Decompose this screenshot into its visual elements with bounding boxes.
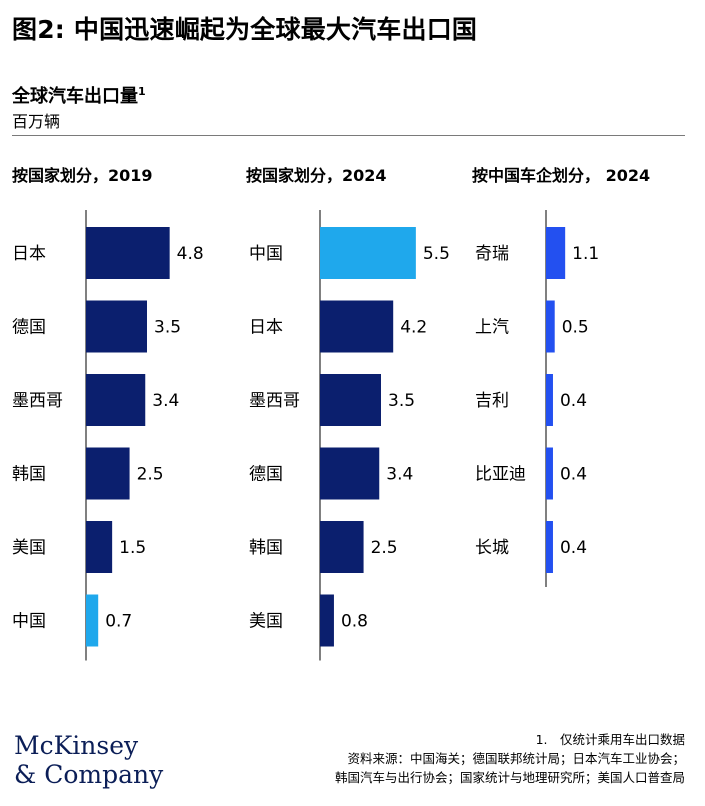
data-label: 2.5 <box>137 465 164 485</box>
category-label: 日本 <box>249 318 283 338</box>
category-label: 德国 <box>249 465 283 485</box>
category-label: 墨西哥 <box>249 391 300 411</box>
footnotes: 1. 仅统计乘用车出口数据 资料来源：中国海关；德国联邦统计局；日本汽车工业协会… <box>335 730 685 787</box>
bar <box>320 594 334 647</box>
bar <box>86 521 113 573</box>
panel-title: 按国家划分，2019 <box>12 166 153 185</box>
data-label: 4.8 <box>177 244 204 264</box>
data-label: 2.5 <box>371 538 398 558</box>
category-label: 上汽 <box>475 318 509 338</box>
bar-charts: 按国家划分，2019 日本 4.8 德国 3.5 墨西哥 3.4 韩国 2.5 美国 1.5 中国 0.… <box>12 166 650 661</box>
category-label: 中国 <box>12 612 46 632</box>
data-label: 3.4 <box>386 465 413 485</box>
subtitle-text: 全球汽车出口量 <box>12 86 138 107</box>
category-label: 德国 <box>12 318 46 338</box>
logo-line-1: McKinsey <box>14 731 139 760</box>
chart-panel-1: 按国家划分，2019 日本 4.8 德国 3.5 墨西哥 3.4 韩国 2.5 美国 1.5 中国 0.… <box>12 166 204 661</box>
bar <box>86 374 146 426</box>
data-label: 0.4 <box>560 391 587 411</box>
category-label: 美国 <box>12 538 46 558</box>
data-label: 0.4 <box>560 538 587 558</box>
chart-panel-3: 按中国车企划分， 2024 奇瑞 1.1 上汽 0.5 吉利 0.4 比亚迪 0.4 长城 0.4 <box>472 166 650 587</box>
data-label: 1.1 <box>572 244 599 264</box>
logo-line-2: & Company <box>14 760 164 789</box>
category-label: 吉利 <box>475 391 509 411</box>
bar <box>320 300 394 353</box>
bar <box>86 594 99 647</box>
bar <box>86 227 170 279</box>
subtitle-footnote-marker: 1 <box>138 85 146 98</box>
chart-panel-2: 按国家划分，2024 中国 5.5 日本 4.2 墨西哥 3.5 德国 3.4 韩国 2.5 美国 0.… <box>246 166 450 661</box>
data-label: 0.5 <box>562 318 589 338</box>
unit-label: 百万辆 <box>12 112 61 131</box>
category-label: 中国 <box>249 244 283 264</box>
category-label: 长城 <box>475 538 509 558</box>
category-label: 比亚迪 <box>475 465 526 485</box>
category-label: 韩国 <box>12 465 46 485</box>
bar <box>86 300 147 353</box>
header-divider <box>12 135 685 136</box>
bar <box>546 447 553 500</box>
source-line-1: 资料来源：中国海关；德国联邦统计局；日本汽车工业协会； <box>347 751 685 766</box>
category-label: 日本 <box>12 244 46 264</box>
category-label: 奇瑞 <box>475 244 509 264</box>
bar <box>320 374 381 426</box>
bar <box>546 374 553 426</box>
chart-subtitle: 全球汽车出口量1 <box>12 82 146 108</box>
bar <box>320 521 364 573</box>
category-label: 韩国 <box>249 538 283 558</box>
data-label: 0.8 <box>341 612 368 632</box>
data-label: 5.5 <box>423 244 450 264</box>
bar <box>86 447 130 500</box>
bar <box>320 447 380 500</box>
panel-title: 按中国车企划分， 2024 <box>472 166 650 185</box>
data-label: 4.2 <box>400 318 427 338</box>
data-label: 3.4 <box>152 391 179 411</box>
mckinsey-logo: McKinsey & Company <box>14 731 163 789</box>
data-label: 1.5 <box>119 538 146 558</box>
bar <box>546 300 555 353</box>
source-line-2: 韩国汽车与出行协会；国家统计与地理研究所；美国人口普查局 <box>334 770 685 785</box>
bar <box>546 227 566 279</box>
chart-title: 图2: 中国迅速崛起为全球最大汽车出口国 <box>12 15 478 44</box>
bar <box>320 227 416 279</box>
category-label: 美国 <box>249 612 283 632</box>
data-label: 3.5 <box>388 391 415 411</box>
data-label: 0.4 <box>560 465 587 485</box>
footnote-1: 1. 仅统计乘用车出口数据 <box>535 732 685 747</box>
category-label: 墨西哥 <box>12 391 63 411</box>
data-label: 3.5 <box>154 318 181 338</box>
panel-title: 按国家划分，2024 <box>246 166 387 185</box>
bar <box>546 521 553 573</box>
data-label: 0.7 <box>105 612 132 632</box>
